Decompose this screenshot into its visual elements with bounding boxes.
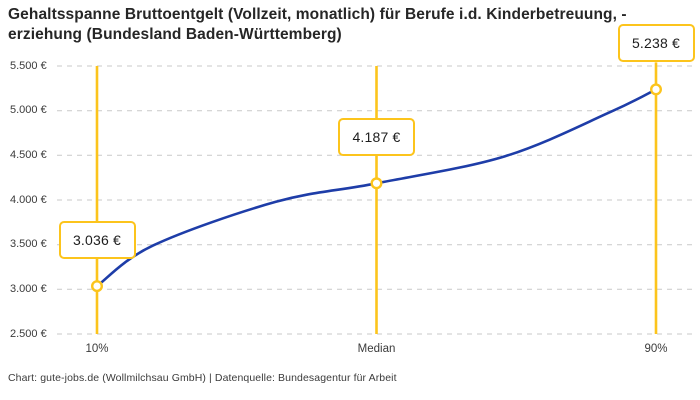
y-axis-tick-label: 2.500 € <box>10 327 47 340</box>
y-axis-tick-label: 4.000 € <box>10 193 47 206</box>
chart-title-line-1: Gehaltsspanne Bruttoentgelt (Vollzeit, m… <box>8 6 627 23</box>
y-axis-tick-label: 5.500 € <box>10 59 47 72</box>
x-axis-tick-label: Median <box>357 343 396 355</box>
value-label-box: 3.036 € <box>58 221 136 260</box>
y-axis-tick-label: 4.500 € <box>10 148 47 161</box>
chart-credit-footer: Chart: gute-jobs.de (Wollmilchsau GmbH) … <box>8 372 397 384</box>
data-point-marker <box>90 280 103 293</box>
y-axis-tick-label: 5.000 € <box>10 104 47 117</box>
chart-title-line-2: erziehung (Bundesland Baden-Württemberg) <box>8 26 342 43</box>
y-axis-tick-label: 3.500 € <box>10 238 47 251</box>
y-axis-tick-label: 3.000 € <box>10 282 47 295</box>
value-label-box: 5.238 € <box>617 24 695 63</box>
chart-title: Gehaltsspanne Bruttoentgelt (Vollzeit, m… <box>8 5 694 45</box>
data-point-marker <box>650 83 663 96</box>
x-axis-tick-label: 10% <box>85 343 109 355</box>
value-label-box: 4.187 € <box>338 118 415 157</box>
data-point-marker <box>370 177 383 190</box>
x-axis-tick-label: 90% <box>644 343 668 355</box>
